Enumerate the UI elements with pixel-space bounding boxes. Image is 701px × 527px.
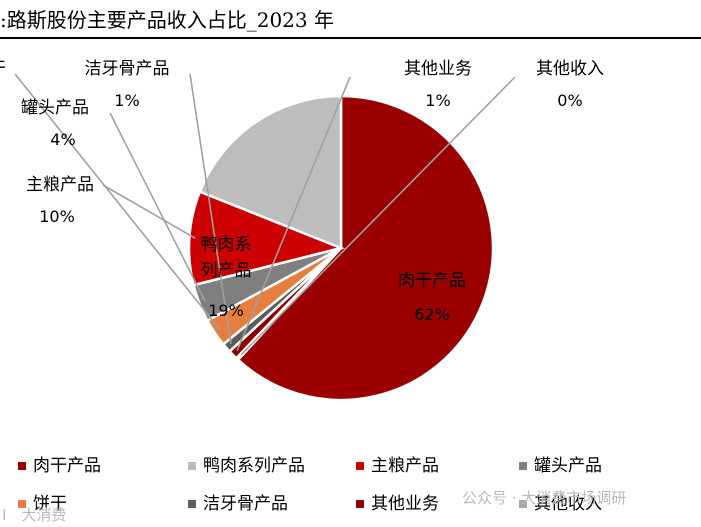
pie-slice-2: [187, 189, 346, 287]
slice-label-7: 其他收入: [536, 59, 604, 79]
legend-swatch-2: [356, 462, 364, 470]
slice-label-0: 肉干产品: [398, 271, 466, 291]
slice-label-3: 罐头产品: [21, 98, 89, 118]
slice-label-6: 其他业务: [404, 59, 472, 79]
legend-label-2: 主粮产品: [371, 456, 439, 476]
watermark-text-right: 公众号 · 大消费市场调研: [462, 489, 626, 507]
slice-value-1: 19%: [208, 301, 244, 320]
title-underline: [0, 37, 701, 39]
legend-label-6: 其他业务: [371, 494, 439, 514]
slice-label-1-line-0: 鸭肉系: [201, 235, 252, 255]
leader-line-3: [109, 112, 206, 302]
legend-swatch-6: [356, 500, 364, 508]
slice-value-3: 4%: [50, 130, 75, 149]
slice-label-5: 洁牙骨产品: [85, 59, 170, 79]
slice-value-2: 10%: [39, 207, 75, 226]
slice-label-4: 干: [0, 59, 6, 79]
legend-label-5: 洁牙骨产品: [203, 494, 288, 514]
slice-label-2: 主粮产品: [26, 175, 94, 195]
slice-label-1-line-1: 列产品: [201, 261, 252, 281]
legend-label-0: 肉干产品: [33, 456, 101, 476]
slice-value-0: 62%: [414, 305, 450, 324]
slice-value-6: 1%: [425, 91, 450, 110]
leader-line-7: [240, 76, 516, 356]
leader-line-5: [189, 73, 232, 345]
watermark-text-left: I 大消费: [2, 506, 66, 524]
legend-swatch-3: [519, 462, 527, 470]
watermark-layer: 公众号 · 大消费市场调研 I 大消费: [2, 489, 626, 524]
slice-value-7: 0%: [557, 91, 582, 110]
leader-line-2: [102, 184, 196, 239]
legend-swatch-5: [188, 500, 196, 508]
legend-label-7: 其他收入: [534, 494, 602, 514]
legend-swatch-7: [519, 500, 527, 508]
pie-slice-1: [198, 94, 343, 250]
slice-labels: 肉干产品 62% 鸭肉系列产品 19% 主粮产品 10% 罐头产品 4% 干 洁牙骨产品 1% 其他业…: [0, 59, 604, 324]
legend-label-3: 罐头产品: [534, 456, 602, 476]
chart-title: :路斯股份主要产品收入占比_2023 年: [0, 8, 334, 32]
legend-label-4: 饼干: [33, 494, 67, 514]
leader-line-6: [236, 76, 351, 351]
legend-swatch-4: [18, 500, 26, 508]
slice-value-5: 1%: [114, 91, 139, 110]
legend-swatch-0: [18, 462, 26, 470]
leader-line-4: [14, 73, 221, 330]
legend-swatch-1: [188, 462, 196, 470]
pie-slices: [187, 94, 495, 402]
leader-lines: [14, 73, 516, 356]
pie-slice-0: [236, 94, 495, 402]
legend-label-1: 鸭肉系列产品: [203, 456, 305, 476]
